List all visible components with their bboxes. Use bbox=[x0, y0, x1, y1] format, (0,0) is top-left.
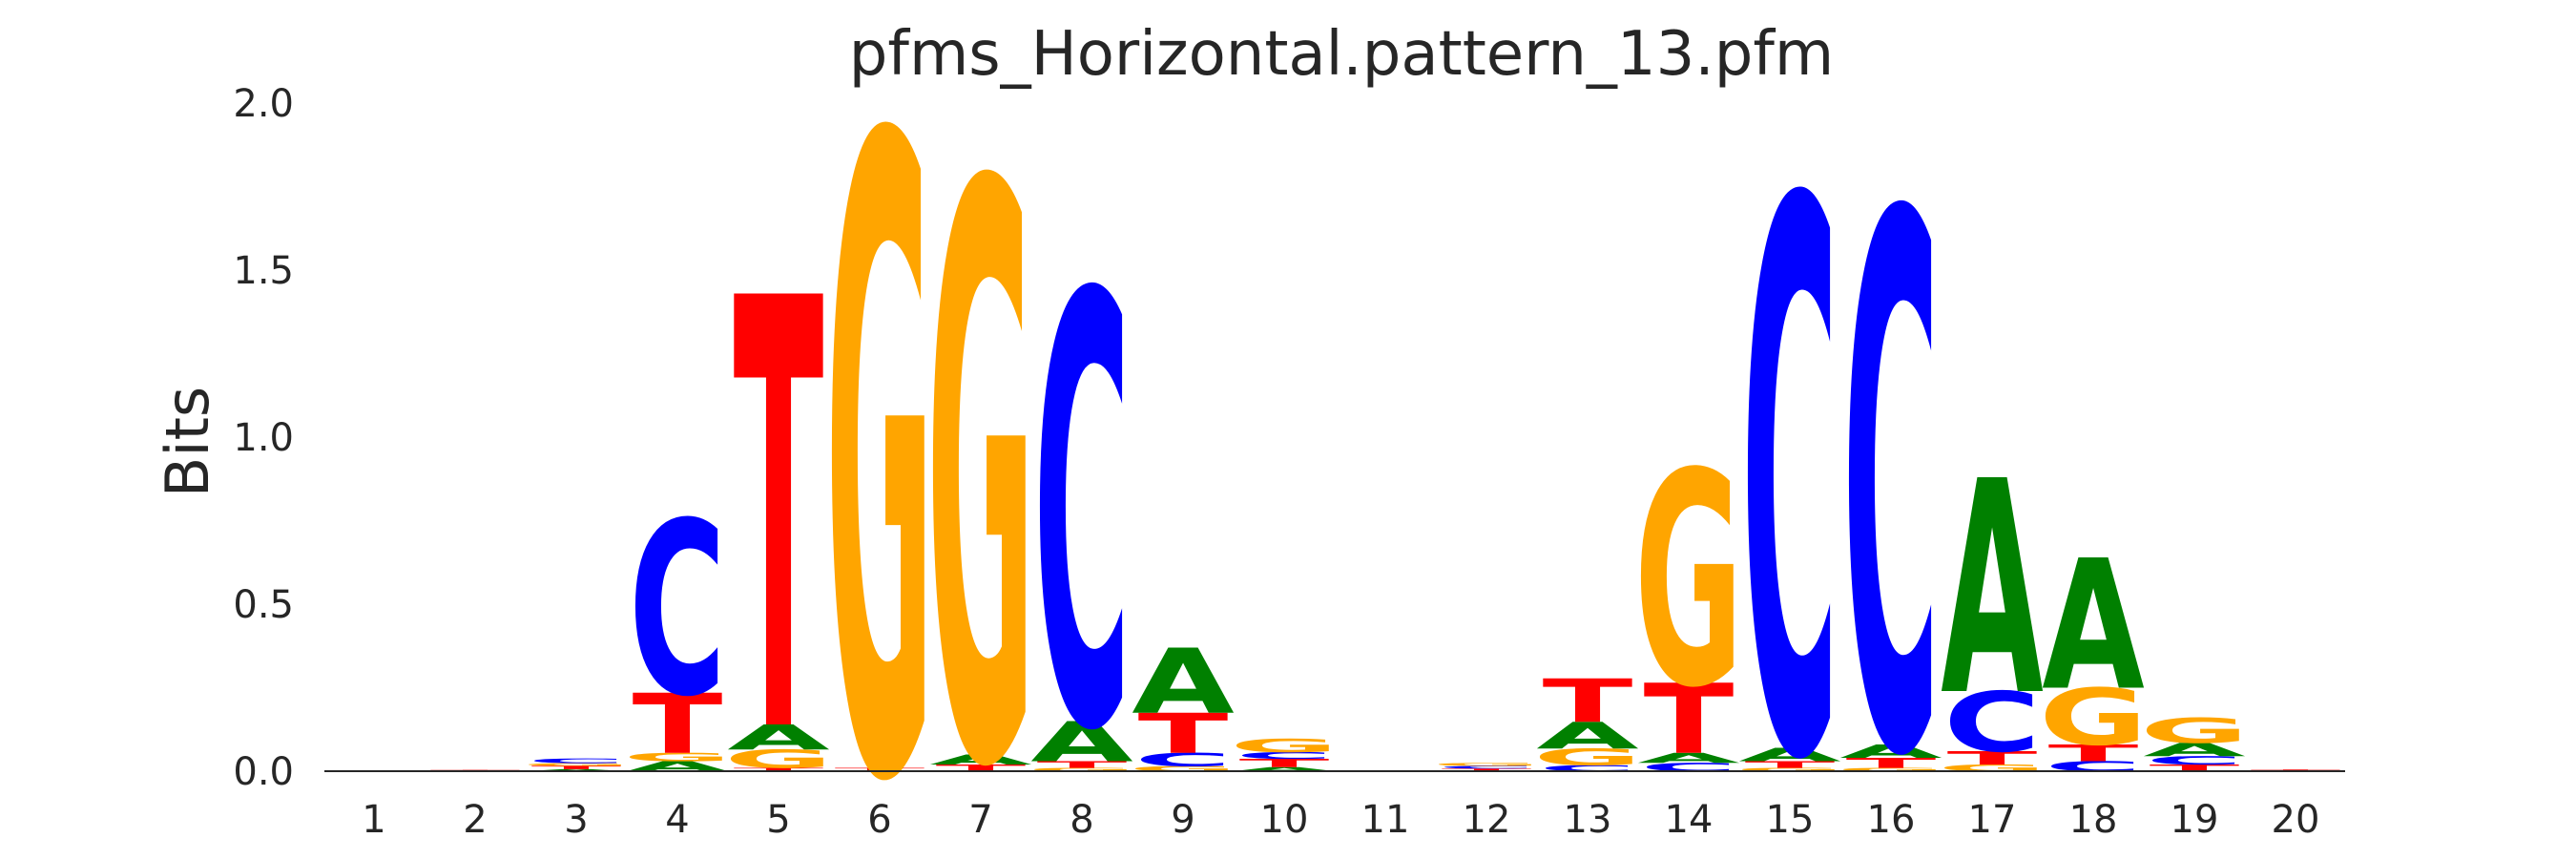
y-tick-label: 2.0 bbox=[233, 82, 294, 126]
logo-letter-a: A bbox=[1132, 630, 1235, 734]
logo-letter-t: T bbox=[734, 176, 824, 859]
y-axis-label: Bits bbox=[153, 387, 222, 497]
logo-letter-t: T bbox=[1644, 663, 1735, 776]
logo-letter-a: A bbox=[2042, 522, 2144, 730]
x-axis-ticks: 1 2 3 4 5 6 7 8 9 10 11 12 13 14 15 16 17 18 19 20 bbox=[362, 798, 2319, 842]
logo-letter-t: T bbox=[835, 767, 925, 773]
logo-letter-g: G bbox=[1938, 763, 2046, 773]
x-tick-label: 1 bbox=[362, 798, 385, 842]
logo-letter-t: T bbox=[1543, 667, 1633, 736]
logo-letter-t: T bbox=[734, 767, 824, 773]
logo-letter-a: A bbox=[929, 752, 1031, 768]
logo-letter-g: G bbox=[1129, 765, 1237, 772]
logo-letter-c: C bbox=[1438, 765, 1535, 769]
logo-letter-g: G bbox=[825, 0, 934, 859]
logo-letter-g: G bbox=[2039, 672, 2148, 763]
x-tick-label: 15 bbox=[1766, 798, 1815, 842]
x-tick-label: 10 bbox=[1260, 798, 1309, 842]
logo-letter-g: G bbox=[1230, 735, 1339, 756]
logo-letter-g: G bbox=[1533, 744, 1642, 770]
x-tick-label: 4 bbox=[665, 798, 689, 842]
logo-letter-c: C bbox=[1236, 750, 1333, 761]
logo-letter-a: A bbox=[727, 718, 830, 758]
logo-letter-stacks: TATGCAGTCTGATTGTAGGTACGCTAATCGTCGCGATCAT… bbox=[430, 0, 2341, 859]
x-tick-label: 17 bbox=[1968, 798, 2017, 842]
logo-letter-a: A bbox=[1233, 766, 1335, 773]
logo-letter-c: C bbox=[1842, 66, 1940, 859]
logo-letter-t: T bbox=[936, 763, 1027, 773]
x-tick-label: 8 bbox=[1070, 798, 1093, 842]
logo-letter-g: G bbox=[926, 22, 1035, 859]
y-tick-label: 1.0 bbox=[233, 416, 294, 460]
chart-title: pfms_Horizontal.pattern_13.pfm bbox=[849, 19, 1834, 90]
x-tick-label: 7 bbox=[968, 798, 992, 842]
logo-letter-g: G bbox=[724, 744, 833, 774]
logo-letter-a: A bbox=[1030, 710, 1132, 774]
logo-letter-a: A bbox=[1941, 420, 2043, 761]
logo-letter-t: T bbox=[1442, 767, 1532, 771]
x-tick-label: 6 bbox=[867, 798, 891, 842]
logo-letter-c: C bbox=[1943, 676, 2041, 771]
x-tick-label: 12 bbox=[1463, 798, 1511, 842]
x-tick-label: 5 bbox=[766, 798, 790, 842]
logo-letter-t: T bbox=[2150, 763, 2240, 773]
x-tick-label: 3 bbox=[564, 798, 588, 842]
logo-letter-t: T bbox=[531, 765, 622, 771]
logo-letter-a: A bbox=[1839, 741, 1942, 762]
logo-letter-g: G bbox=[522, 763, 631, 766]
logo-letter-c: C bbox=[2146, 754, 2243, 767]
logo-letter-g: G bbox=[1432, 762, 1541, 766]
x-tick-label: 9 bbox=[1171, 798, 1195, 842]
logo-letter-c: C bbox=[1741, 47, 1839, 859]
x-tick-label: 18 bbox=[2069, 798, 2118, 842]
y-axis-ticks: 0.0 0.5 1.0 1.5 2.0 bbox=[233, 82, 294, 794]
logo-letter-g: G bbox=[1634, 412, 1743, 753]
logo-letter-g: G bbox=[1837, 767, 1945, 773]
x-tick-label: 11 bbox=[1361, 798, 1410, 842]
x-tick-label: 19 bbox=[2171, 798, 2219, 842]
x-tick-label: 14 bbox=[1665, 798, 1714, 842]
x-tick-label: 20 bbox=[2272, 798, 2320, 842]
y-tick-label: 1.5 bbox=[233, 249, 294, 293]
logo-letter-c: C bbox=[629, 471, 726, 749]
logo-letter-g: G bbox=[2140, 711, 2249, 751]
x-tick-label: 2 bbox=[463, 798, 487, 842]
x-tick-label: 16 bbox=[1867, 798, 1916, 842]
logo-letter-a: A bbox=[1738, 744, 1841, 765]
logo-letter-c: C bbox=[528, 757, 625, 765]
x-tick-label: 13 bbox=[1564, 798, 1612, 842]
y-tick-label: 0.0 bbox=[233, 750, 294, 794]
logo-letter-a: A bbox=[1536, 715, 1639, 758]
logo-letter-t: T bbox=[1138, 702, 1229, 766]
logo-letter-t: T bbox=[633, 678, 723, 773]
logo-letter-t: T bbox=[1239, 757, 1330, 770]
logo-letter-t: T bbox=[1947, 747, 2038, 768]
logo-letter-c: C bbox=[1134, 749, 1232, 770]
logo-letter-t: T bbox=[1846, 755, 1937, 771]
logo-letter-t: T bbox=[1745, 760, 1836, 770]
y-tick-label: 0.5 bbox=[233, 583, 294, 627]
logo-letter-c: C bbox=[1539, 764, 1636, 773]
logo-letter-a: A bbox=[2143, 740, 2246, 761]
logo-letter-c: C bbox=[1033, 172, 1131, 859]
logo-letter-g: G bbox=[1735, 767, 1844, 773]
logo-letter-g: G bbox=[623, 751, 732, 765]
logo-letter-t: T bbox=[2048, 740, 2139, 766]
logo-letter-a: A bbox=[1637, 750, 1739, 766]
logo-letter-g: G bbox=[1028, 767, 1136, 773]
logo-letter-t: T bbox=[1037, 760, 1128, 770]
